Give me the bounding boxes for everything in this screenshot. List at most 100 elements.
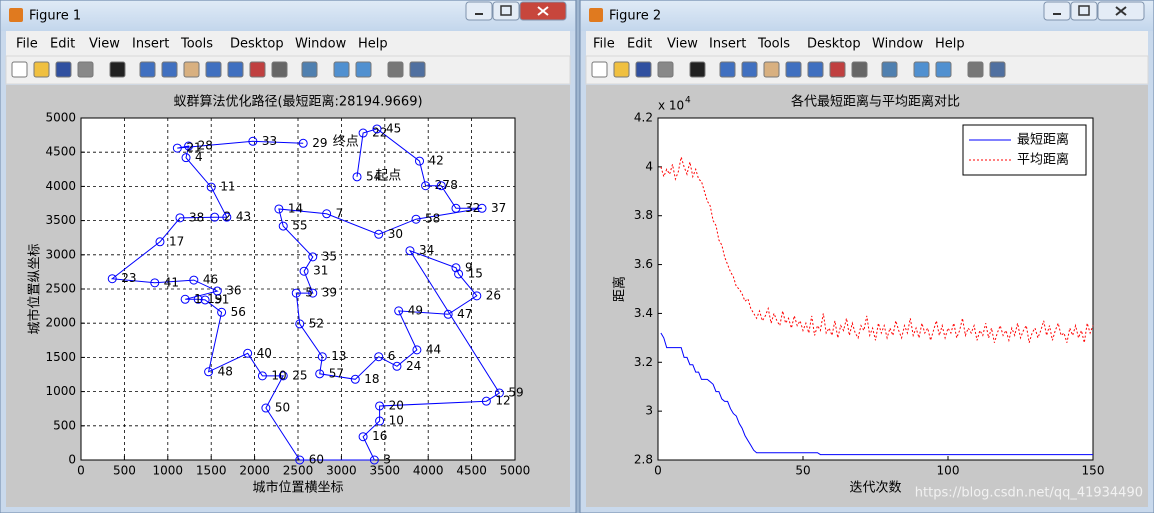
toolbar-button[interactable] (33, 61, 50, 78)
menu-item[interactable]: Edit (627, 37, 652, 52)
data-point (308, 288, 318, 298)
data-point (358, 128, 368, 138)
toolbar-button[interactable] (355, 61, 372, 78)
point-label: 22 (372, 126, 387, 140)
toolbar-button[interactable] (409, 61, 426, 78)
data-point (350, 374, 360, 384)
data-point (298, 138, 308, 148)
point-label: 15 (468, 266, 483, 280)
toolbar (5, 55, 571, 85)
close-glyph (537, 6, 549, 16)
data-point (206, 182, 216, 192)
data-point (477, 203, 487, 213)
toolbar-button[interactable] (763, 61, 780, 78)
menu-item[interactable]: Edit (50, 37, 75, 52)
toolbar-button[interactable] (913, 61, 930, 78)
menu-item[interactable]: Window (295, 37, 347, 52)
toolbar-button[interactable] (829, 61, 846, 78)
x-tick-label: 3500 (370, 464, 401, 478)
menu-item[interactable]: File (593, 37, 615, 52)
point-label: 23 (121, 271, 136, 285)
toolbar-button[interactable] (591, 61, 608, 78)
toolbar-button[interactable] (851, 61, 868, 78)
toolbar-button[interactable] (109, 61, 126, 78)
menu-item[interactable]: View (667, 37, 698, 52)
point-label: 32 (465, 201, 480, 215)
data-point (175, 213, 185, 223)
toolbar-button[interactable] (271, 61, 288, 78)
axis-multiplier: x 10 (658, 99, 684, 113)
x-tick-label: 0 (77, 464, 85, 478)
toolbar-button[interactable] (11, 61, 28, 78)
data-point (481, 396, 491, 406)
data-point (278, 221, 288, 231)
toolbar-button[interactable] (205, 61, 222, 78)
y-tick-label: 3500 (45, 213, 76, 227)
axes-box (657, 117, 1094, 461)
toolbar-button[interactable] (227, 61, 244, 78)
toolbar-button[interactable] (657, 61, 674, 78)
y-tick-label: 0 (68, 453, 76, 467)
toolbar-button[interactable] (387, 61, 404, 78)
y-tick-label: 1500 (45, 350, 76, 364)
close-glyph (1115, 6, 1127, 16)
menu-item[interactable]: Desktop (230, 37, 284, 52)
chart: 0 50 100 150 2.8 3 3.2 3.4 3.6 3.8 4 4.2 各代最短距离与平均距离… (612, 94, 1105, 496)
toolbar-button[interactable] (249, 61, 266, 78)
menu-item[interactable]: Insert (709, 37, 746, 52)
menu-item[interactable]: View (89, 37, 120, 52)
minimize-button[interactable] (1043, 1, 1071, 21)
toolbar-button[interactable] (301, 61, 318, 78)
x-axis-label: 迭代次数 (849, 480, 901, 496)
data-point (295, 319, 305, 329)
toolbar-button[interactable] (77, 61, 94, 78)
toolbar-button[interactable] (613, 61, 630, 78)
toolbar-button[interactable] (807, 61, 824, 78)
toolbar-button[interactable] (719, 61, 736, 78)
toolbar-button[interactable] (161, 61, 178, 78)
point-label: 7 (336, 206, 344, 220)
toolbar-button[interactable] (183, 61, 200, 78)
menu-item[interactable]: Tools (757, 37, 790, 52)
point-label: 45 (386, 121, 401, 135)
menu-item[interactable]: Help (935, 37, 965, 52)
y-tick-label: 2.8 (634, 453, 653, 467)
menu-item[interactable]: Window (872, 37, 924, 52)
point-label: 42 (429, 154, 444, 168)
menu-item[interactable]: Help (358, 37, 388, 52)
minimize-button[interactable] (465, 1, 493, 21)
maximize-button[interactable] (1070, 1, 1098, 21)
toolbar-button[interactable] (989, 61, 1006, 78)
point-label: 33 (262, 134, 277, 148)
menu-item[interactable]: Desktop (807, 37, 861, 52)
data-point (415, 156, 425, 166)
toolbar-button[interactable] (935, 61, 952, 78)
toolbar-button[interactable] (741, 61, 758, 78)
point-label: 18 (364, 372, 379, 386)
toolbar-button[interactable] (635, 61, 652, 78)
menu-item[interactable]: Tools (180, 37, 213, 52)
data-point (374, 229, 384, 239)
data-point (374, 352, 384, 362)
watermark: https://blog.csdn.net/qq_41934490 (915, 486, 1143, 501)
data-point (295, 455, 305, 465)
y-tick-label: 3.4 (634, 306, 653, 320)
maximize-button[interactable] (492, 1, 520, 21)
toolbar-button[interactable] (333, 61, 350, 78)
toolbar-button[interactable] (967, 61, 984, 78)
menu-item[interactable]: File (16, 37, 38, 52)
data-point (172, 143, 182, 153)
toolbar-button[interactable] (881, 61, 898, 78)
toolbar-button[interactable] (139, 61, 156, 78)
toolbar-button[interactable] (55, 61, 72, 78)
toolbar-button[interactable] (689, 61, 706, 78)
data-point (394, 306, 404, 316)
annotation: 终点 (333, 133, 359, 149)
toolbar-button[interactable] (785, 61, 802, 78)
menu-item[interactable]: Insert (132, 37, 169, 52)
point-label: 31 (313, 264, 328, 278)
point-label: 8 (450, 178, 458, 192)
x-tick-label: 2500 (283, 464, 314, 478)
point-label: 25 (292, 368, 307, 382)
data-point (184, 141, 194, 151)
